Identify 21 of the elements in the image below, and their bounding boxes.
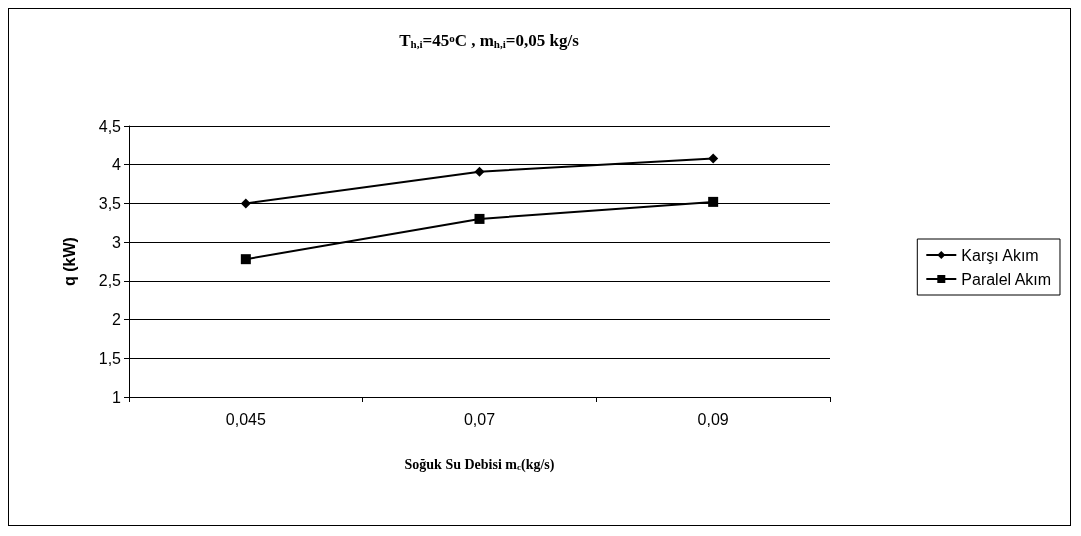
- legend-label: Paralel Akım: [961, 270, 1052, 288]
- x-tick-label: 0,045: [225, 410, 266, 428]
- y-axis-title: q (kW): [60, 237, 78, 286]
- y-tick-label: 2,5: [98, 272, 122, 290]
- y-tick-label: 3,5: [98, 194, 122, 212]
- x-tick-label: 0,07: [463, 410, 496, 428]
- y-tick-label: 2: [112, 311, 122, 329]
- point: [708, 196, 719, 207]
- y-tick-label: 4: [112, 156, 122, 174]
- legend-label: Karşı Akım: [961, 246, 1039, 264]
- point: [240, 198, 251, 209]
- y-tick-label: 4,5: [98, 117, 122, 135]
- point: [474, 166, 485, 177]
- y-tick-label: 3: [112, 233, 122, 251]
- x-tick-label: 0,09: [697, 410, 729, 428]
- x-axis-title: Soğuk Su Debisi mc(kg/s): [404, 456, 555, 473]
- point: [240, 254, 251, 265]
- y-tick-label: 1,5: [98, 349, 122, 367]
- point: [474, 213, 485, 224]
- point: [708, 153, 719, 164]
- y-tick-label: 1: [112, 388, 122, 406]
